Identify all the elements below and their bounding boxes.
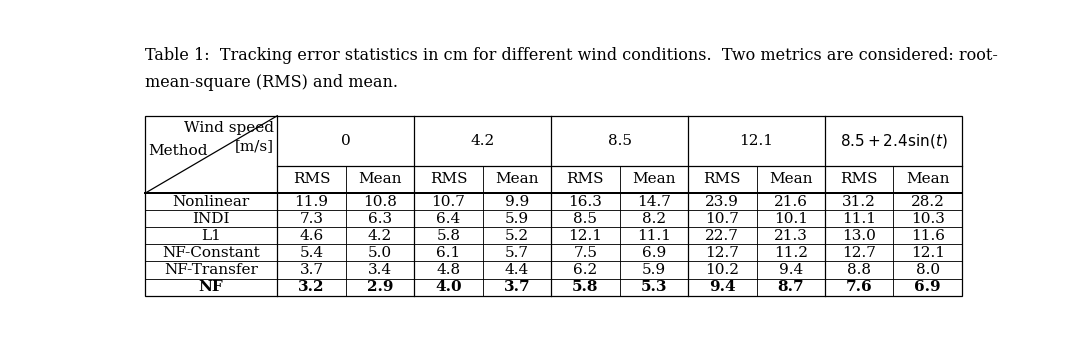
- Text: 5.8: 5.8: [572, 280, 598, 294]
- Text: 12.1: 12.1: [910, 246, 945, 260]
- Text: 5.9: 5.9: [642, 263, 666, 277]
- Text: 4.4: 4.4: [504, 263, 529, 277]
- Text: 0: 0: [341, 134, 351, 148]
- Text: 5.9: 5.9: [504, 212, 529, 226]
- Text: INDI: INDI: [192, 212, 230, 226]
- Text: 6.9: 6.9: [642, 246, 666, 260]
- Text: Mean: Mean: [906, 173, 949, 187]
- Text: 9.4: 9.4: [708, 280, 735, 294]
- Text: 10.3: 10.3: [910, 212, 945, 226]
- Text: 8.7: 8.7: [778, 280, 805, 294]
- Text: 23.9: 23.9: [705, 195, 740, 209]
- Text: Mean: Mean: [769, 173, 812, 187]
- Text: Mean: Mean: [495, 173, 539, 187]
- Text: 7.5: 7.5: [573, 246, 597, 260]
- Text: 12.7: 12.7: [842, 246, 876, 260]
- Text: 3.2: 3.2: [298, 280, 325, 294]
- Text: 14.7: 14.7: [637, 195, 671, 209]
- Text: 10.1: 10.1: [773, 212, 808, 226]
- Text: [m/s]: [m/s]: [235, 139, 274, 153]
- Text: 12.1: 12.1: [568, 229, 603, 243]
- Text: 6.9: 6.9: [915, 280, 941, 294]
- Text: 31.2: 31.2: [842, 195, 876, 209]
- Text: 9.4: 9.4: [779, 263, 802, 277]
- Text: 11.9: 11.9: [295, 195, 328, 209]
- Text: 8.5: 8.5: [608, 134, 632, 148]
- Text: 8.8: 8.8: [847, 263, 872, 277]
- Text: 10.7: 10.7: [432, 195, 465, 209]
- Text: 12.1: 12.1: [740, 134, 773, 148]
- Text: L1: L1: [201, 229, 221, 243]
- Text: 4.6: 4.6: [299, 229, 324, 243]
- Text: 21.3: 21.3: [774, 229, 808, 243]
- Text: 28.2: 28.2: [910, 195, 945, 209]
- Text: 10.2: 10.2: [705, 263, 740, 277]
- Text: RMS: RMS: [840, 173, 878, 187]
- Text: 22.7: 22.7: [705, 229, 740, 243]
- Text: 10.8: 10.8: [363, 195, 397, 209]
- Text: 4.0: 4.0: [435, 280, 462, 294]
- Text: 7.6: 7.6: [846, 280, 873, 294]
- Text: RMS: RMS: [293, 173, 330, 187]
- Text: 5.7: 5.7: [505, 246, 529, 260]
- Text: 3.7: 3.7: [503, 280, 530, 294]
- Text: 6.2: 6.2: [573, 263, 597, 277]
- Text: 21.6: 21.6: [773, 195, 808, 209]
- Text: Mean: Mean: [632, 173, 676, 187]
- Text: Nonlinear: Nonlinear: [173, 195, 249, 209]
- Text: 6.1: 6.1: [436, 246, 460, 260]
- Text: RMS: RMS: [430, 173, 468, 187]
- Text: NF-Transfer: NF-Transfer: [164, 263, 258, 277]
- Text: 5.0: 5.0: [368, 246, 392, 260]
- Text: 8.2: 8.2: [642, 212, 666, 226]
- Text: 3.7: 3.7: [299, 263, 324, 277]
- Text: 12.7: 12.7: [705, 246, 740, 260]
- Text: 11.1: 11.1: [637, 229, 671, 243]
- Text: Method: Method: [148, 144, 207, 158]
- Text: 10.7: 10.7: [705, 212, 740, 226]
- Text: Table 1:  Tracking error statistics in cm for different wind conditions.  Two me: Table 1: Tracking error statistics in cm…: [145, 47, 998, 64]
- Text: 13.0: 13.0: [842, 229, 876, 243]
- Text: 11.1: 11.1: [842, 212, 876, 226]
- Text: NF: NF: [199, 280, 224, 294]
- Text: 3.4: 3.4: [368, 263, 392, 277]
- Text: 11.6: 11.6: [910, 229, 945, 243]
- Text: mean-square (RMS) and mean.: mean-square (RMS) and mean.: [145, 74, 399, 91]
- Text: 9.9: 9.9: [504, 195, 529, 209]
- Text: Wind speed: Wind speed: [184, 121, 274, 135]
- Text: 4.2: 4.2: [471, 134, 495, 148]
- Text: 4.2: 4.2: [368, 229, 392, 243]
- Text: 8.0: 8.0: [916, 263, 940, 277]
- Bar: [145, 116, 962, 296]
- Text: RMS: RMS: [703, 173, 741, 187]
- Text: 7.3: 7.3: [299, 212, 324, 226]
- Text: 11.2: 11.2: [773, 246, 808, 260]
- Text: 16.3: 16.3: [568, 195, 603, 209]
- Text: 6.4: 6.4: [436, 212, 460, 226]
- Text: $8.5+2.4\sin(t)$: $8.5+2.4\sin(t)$: [839, 132, 947, 150]
- Text: 2.9: 2.9: [367, 280, 393, 294]
- Text: 5.8: 5.8: [436, 229, 460, 243]
- Text: 5.3: 5.3: [640, 280, 667, 294]
- Text: 4.8: 4.8: [436, 263, 460, 277]
- Text: 5.2: 5.2: [504, 229, 529, 243]
- Text: NF-Constant: NF-Constant: [162, 246, 260, 260]
- Text: 8.5: 8.5: [573, 212, 597, 226]
- Text: Mean: Mean: [359, 173, 402, 187]
- Text: RMS: RMS: [567, 173, 604, 187]
- Text: 6.3: 6.3: [368, 212, 392, 226]
- Text: 5.4: 5.4: [299, 246, 324, 260]
